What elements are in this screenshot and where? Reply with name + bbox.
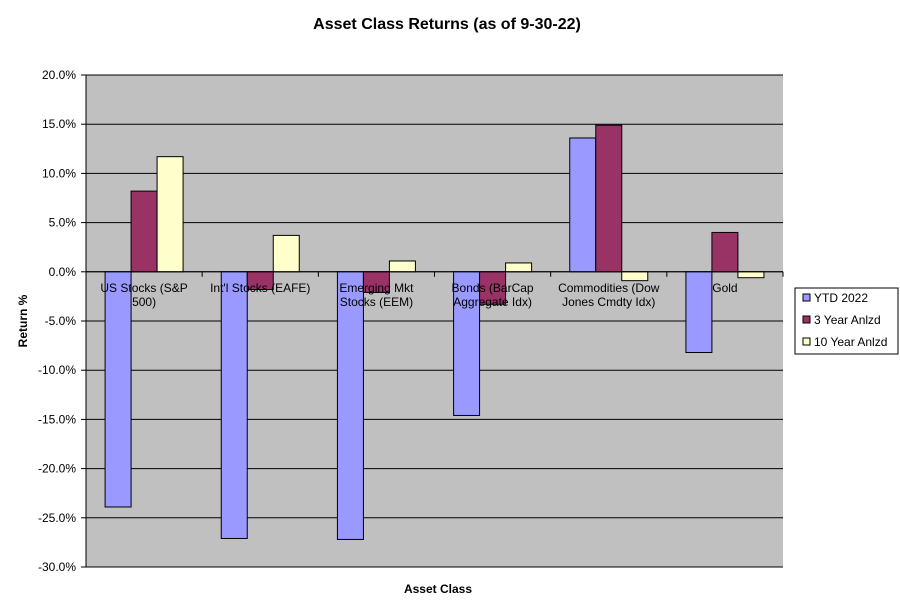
legend-label: 10 Year Anlzd bbox=[814, 335, 887, 349]
y-tick-label: -25.0% bbox=[38, 511, 76, 525]
bar bbox=[453, 271, 481, 416]
category-label-line: Jones Cmdty Idx) bbox=[562, 295, 655, 309]
bar bbox=[336, 271, 364, 540]
category-label: Bonds (BarCap Aggregate Idx) bbox=[452, 281, 534, 309]
category-labels: US Stocks (S&P 500) Int'l Stocks (EAFE) Eme… bbox=[100, 281, 737, 309]
category-label-line: Int'l Stocks (EAFE) bbox=[210, 281, 310, 295]
category-label-line: 500) bbox=[132, 295, 156, 309]
bar bbox=[737, 271, 765, 279]
x-axis-title: Asset Class bbox=[404, 582, 472, 596]
y-tick-label: 15.0% bbox=[42, 117, 76, 131]
bar bbox=[595, 124, 623, 273]
bar bbox=[621, 271, 649, 282]
category-label: Commodities (Dow Jones Cmdty Idx) bbox=[558, 281, 660, 309]
bar bbox=[479, 271, 507, 305]
legend-label: 3 Year Anlzd bbox=[814, 313, 881, 327]
y-tick-label: -15.0% bbox=[38, 412, 76, 426]
bars bbox=[104, 124, 765, 540]
category-label-line: Gold bbox=[712, 281, 737, 295]
chart-title: Asset Class Returns (as of 9-30-22) bbox=[313, 16, 581, 33]
category-label-line: US Stocks (S&P bbox=[100, 281, 187, 295]
y-tick-label: -30.0% bbox=[38, 560, 76, 574]
bar bbox=[272, 234, 300, 273]
legend-swatch bbox=[802, 315, 811, 324]
bar bbox=[685, 271, 713, 353]
category-label-line: Emerging Mkt bbox=[339, 281, 414, 295]
category-label: Int'l Stocks (EAFE) bbox=[210, 281, 310, 295]
bar bbox=[220, 271, 248, 539]
category-label-line: Stocks (EEM) bbox=[340, 295, 413, 309]
y-tick-label: -5.0% bbox=[45, 314, 77, 328]
legend-swatch bbox=[802, 293, 811, 302]
category-label: US Stocks (S&P 500) bbox=[100, 281, 187, 309]
category-label-line: Bonds (BarCap bbox=[452, 281, 534, 295]
y-tick-label: -20.0% bbox=[38, 462, 76, 476]
legend-label: YTD 2022 bbox=[814, 291, 868, 305]
bar bbox=[711, 231, 739, 273]
y-tick-label: 20.0% bbox=[42, 68, 76, 82]
legend-box bbox=[794, 287, 899, 355]
category-label-line: Aggregate Idx) bbox=[453, 295, 532, 309]
y-tick-label: 10.0% bbox=[42, 166, 76, 180]
bar bbox=[156, 156, 184, 273]
legend-swatch bbox=[802, 337, 811, 346]
y-tick-label: -10.0% bbox=[38, 363, 76, 377]
category-label: Emerging Mkt Stocks (EEM) bbox=[339, 281, 414, 309]
category-label-line: Commodities (Dow bbox=[558, 281, 660, 295]
axes bbox=[81, 74, 784, 568]
y-tick-labels: 20.0% 15.0% 10.0% 5.0% 0.0% -5.0% -10.0% -15.0%… bbox=[38, 68, 76, 574]
legend: YTD 2022 3 Year Anlzd 10 Year Anlzd bbox=[794, 287, 899, 355]
bar bbox=[104, 271, 132, 508]
bar bbox=[569, 137, 597, 273]
bar bbox=[505, 262, 533, 273]
bar bbox=[388, 260, 416, 273]
y-tick-label: 5.0% bbox=[49, 216, 77, 230]
y-tick-label: 0.0% bbox=[49, 265, 77, 279]
y-axis-title: Return % bbox=[16, 294, 30, 347]
category-label: Gold bbox=[712, 281, 737, 295]
gridlines bbox=[86, 74, 783, 568]
bar bbox=[130, 190, 158, 273]
